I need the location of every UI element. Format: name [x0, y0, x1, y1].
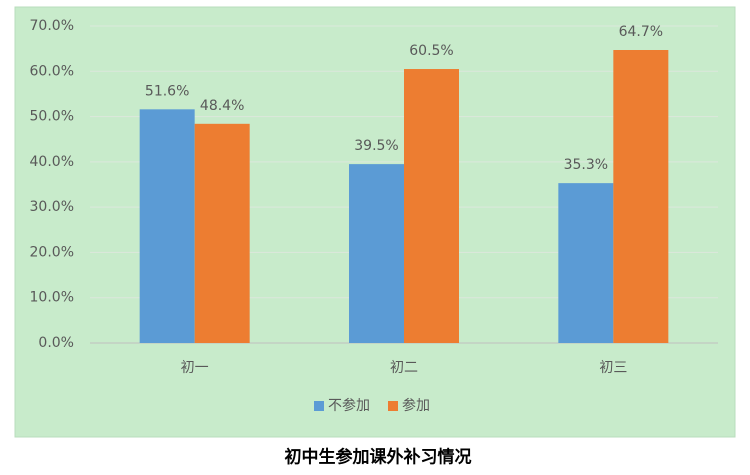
- x-tick-label: 初二: [390, 359, 418, 376]
- data-label: 64.7%: [619, 24, 663, 40]
- bar: [349, 164, 404, 343]
- y-tick-label: 60.0%: [30, 63, 74, 79]
- chart-title: 初中生参加课外补习情况: [285, 447, 472, 468]
- x-tick-label: 初三: [599, 359, 627, 376]
- y-tick-label: 20.0%: [30, 244, 74, 260]
- data-label: 35.3%: [564, 157, 608, 173]
- bar: [139, 109, 195, 343]
- bar: [194, 123, 250, 344]
- bar: [613, 50, 669, 343]
- data-label: 48.4%: [200, 98, 244, 114]
- data-label: 51.6%: [145, 83, 189, 99]
- data-label: 39.5%: [354, 138, 398, 154]
- y-tick-label: 30.0%: [30, 199, 74, 215]
- y-tick-label: 50.0%: [30, 109, 74, 125]
- y-tick-label: 40.0%: [30, 154, 74, 170]
- y-tick-label: 10.0%: [30, 290, 74, 306]
- bar: [558, 183, 614, 343]
- y-tick-label: 0.0%: [38, 335, 74, 351]
- bar: [404, 69, 459, 344]
- x-tick-label: 初一: [181, 359, 209, 376]
- legend-label: 不参加: [328, 397, 370, 414]
- legend-swatch: [314, 401, 324, 411]
- y-tick-label: 70.0%: [30, 18, 74, 34]
- data-label: 60.5%: [409, 43, 453, 59]
- legend-label: 参加: [402, 397, 430, 414]
- legend-swatch: [388, 401, 398, 411]
